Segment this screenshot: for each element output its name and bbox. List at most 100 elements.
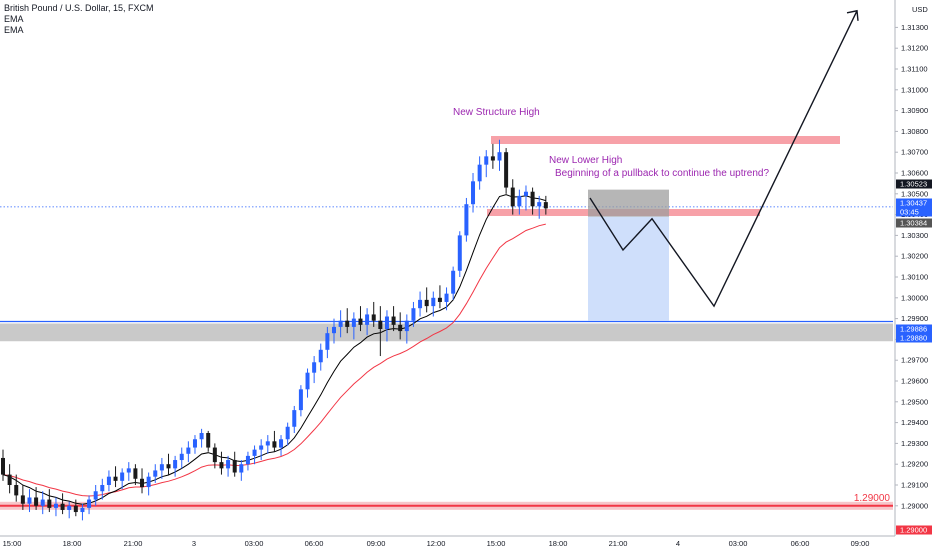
ema-slow-line [2,223,546,497]
price-tick-label: 1.30200 [901,252,928,261]
candle [192,435,197,454]
price-tag-bg [896,198,932,208]
candle [477,156,482,190]
candle-body [153,470,158,477]
price-tick-label: 1.30900 [901,106,928,115]
candle-body [431,297,436,307]
candle-body [140,478,145,488]
time-tick-label: 18:00 [549,539,568,548]
candle-body [471,181,476,205]
candle [537,195,542,219]
candle-body [351,318,356,327]
candle [80,503,85,521]
candle-body [365,314,370,325]
candle-body [418,299,423,309]
candle [365,308,370,336]
candle [523,185,528,211]
candle [332,318,336,344]
candle [179,447,184,469]
price-tick-label: 1.31000 [901,85,928,94]
candle [27,489,32,513]
target-zone-box [588,216,669,321]
time-tick-label: 03:00 [245,539,264,548]
candle-body [477,164,482,182]
ema-fast-line [2,194,546,505]
price-tag-label: 03:45 [900,208,919,217]
candle-body [517,195,522,207]
price-tag-bg [896,179,932,189]
candle [305,368,310,398]
price-tick-label: 1.31300 [901,23,928,32]
candle-body [192,439,197,448]
candle [239,460,244,481]
price-tick-label: 1.30300 [901,231,928,240]
candle-body [106,476,111,485]
candle-body [497,152,502,161]
projection-arrowhead [846,9,859,21]
candle-body [490,156,495,161]
candle-body [53,503,58,508]
price-tag-label: 1.30437 [900,199,927,208]
candle [140,468,145,494]
candle-body [378,320,383,329]
candle-body [100,485,105,492]
candle [153,464,158,483]
candle [265,435,270,454]
candle [325,326,330,359]
candle-body [239,464,244,473]
price-tag: 1.30437 [896,198,932,208]
candle [87,495,92,515]
candle-body [298,389,303,411]
time-axis-panel [0,536,932,550]
candle [199,428,204,448]
candle [464,197,469,242]
candle-body [285,426,290,440]
candle [451,266,456,300]
candle [345,308,350,334]
candle-body [133,468,138,479]
candle [232,451,237,477]
candle [186,441,191,463]
time-tick-label: 18:00 [63,539,82,548]
candle-body [272,441,277,448]
candle-body [457,235,462,271]
time-tick-label: 21:00 [124,539,143,548]
symbol-title: British Pound / U.S. Dollar, 15, FXCM [4,3,154,13]
candle [279,435,284,456]
price-tick-label: 1.31200 [901,44,928,53]
candle [40,491,45,515]
candle [219,451,224,475]
candle-body [232,460,237,473]
price-tick-label: 1.29900 [901,314,928,323]
candle-body [93,491,98,500]
candle-body [73,505,78,513]
candle-body [186,447,191,454]
candle [424,287,429,313]
candle-body [126,468,131,473]
price-axis-panel [895,0,932,550]
support-zone [0,323,893,342]
price-tick-label: 1.29200 [901,460,928,469]
price-tag: 1.30523 [896,179,932,189]
candle-body [358,318,363,325]
price-tick-label: 1.29600 [901,377,928,386]
candle [285,422,290,446]
candle [113,466,118,488]
price-tag: 1.29880 [896,333,932,343]
candle-body [345,320,350,327]
ema-indicator-1[interactable]: EMA [4,14,24,24]
candle [292,405,297,433]
candle [517,189,522,215]
candle [510,179,515,215]
candle [159,457,164,479]
candle-body [265,441,270,446]
time-tick-label: 21:00 [609,539,628,548]
candle [245,451,250,471]
price-tick-label: 1.30800 [901,127,928,136]
candle [67,501,72,519]
candle-body [444,293,449,302]
ema-indicator-2[interactable]: EMA [4,25,24,35]
price-tag: 1.29000 [896,525,932,535]
price-tick-label: 1.29700 [901,356,928,365]
